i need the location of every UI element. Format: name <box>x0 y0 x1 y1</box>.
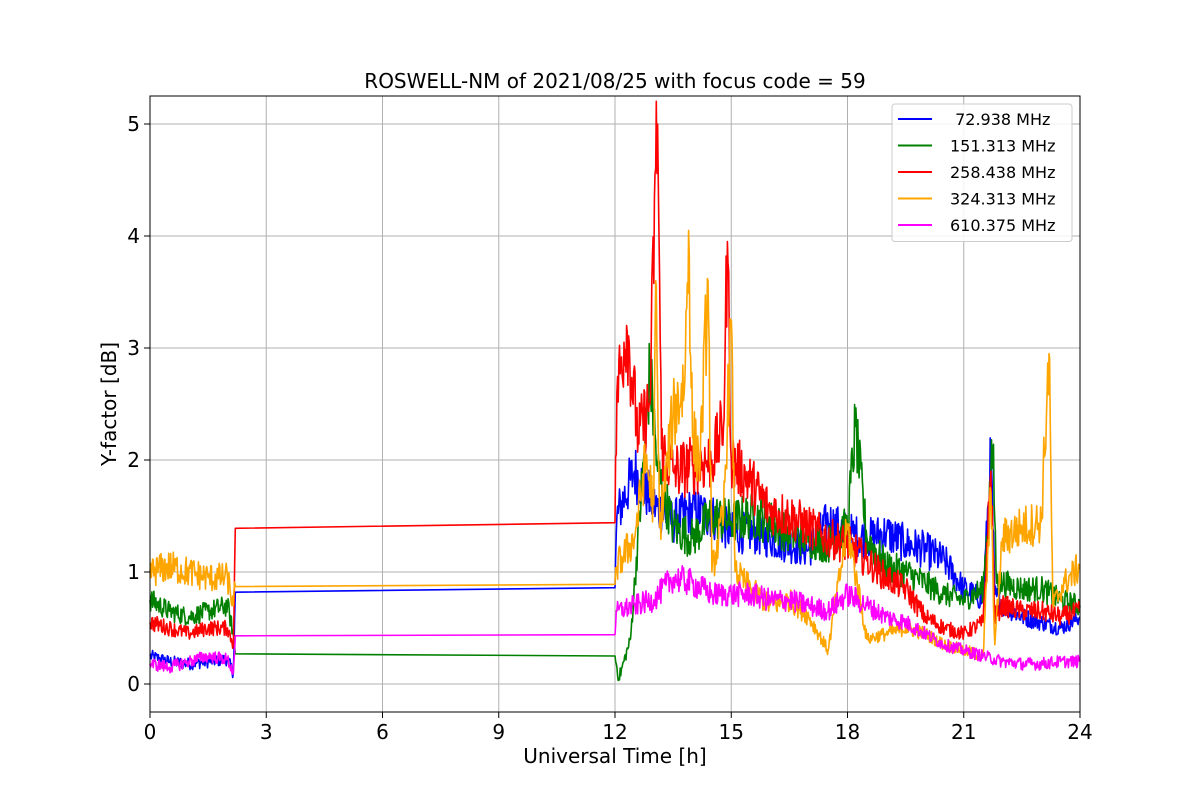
chart-title: ROSWELL-NM of 2021/08/25 with focus code… <box>364 69 865 93</box>
y-tick-label: 5 <box>127 112 140 136</box>
x-tick-label: 15 <box>719 720 744 744</box>
x-tick-label: 24 <box>1067 720 1092 744</box>
x-tick-label: 3 <box>260 720 273 744</box>
x-tick-label: 0 <box>144 720 157 744</box>
x-tick-label: 12 <box>602 720 627 744</box>
x-axis-label: Universal Time [h] <box>523 744 706 768</box>
series-line-5 <box>149 565 1081 675</box>
y-tick-label: 3 <box>127 336 140 360</box>
x-tick-label: 6 <box>376 720 389 744</box>
series-line-4 <box>149 229 1081 661</box>
x-tick-label: 21 <box>951 720 976 744</box>
y-tick-label: 1 <box>127 560 140 584</box>
y-axis-ticks: 0 1 2 3 4 5 <box>127 112 150 696</box>
y-axis-label: Y-factor [dB] <box>97 342 121 467</box>
legend-label: 258.438 MHz <box>950 163 1055 182</box>
legend-label: 151.313 MHz <box>950 137 1055 156</box>
x-tick-label: 18 <box>835 720 860 744</box>
series-line-3 <box>149 100 1081 650</box>
legend-label: 72.938 MHz <box>950 110 1050 129</box>
y-tick-label: 2 <box>127 448 140 472</box>
series-lines <box>149 100 1081 682</box>
legend-label: 610.375 MHz <box>950 216 1055 235</box>
x-tick-label: 9 <box>492 720 505 744</box>
legend-box <box>891 103 1073 242</box>
y-tick-label: 4 <box>127 224 140 248</box>
legend-label: 324.313 MHz <box>950 190 1055 209</box>
legend: 72.938 MHz 151.313 MHz 258.438 MHz 324.313 … <box>891 103 1073 242</box>
y-tick-label: 0 <box>127 672 140 696</box>
x-axis-ticks: 0 3 6 9 12 15 18 21 24 <box>144 712 1093 744</box>
